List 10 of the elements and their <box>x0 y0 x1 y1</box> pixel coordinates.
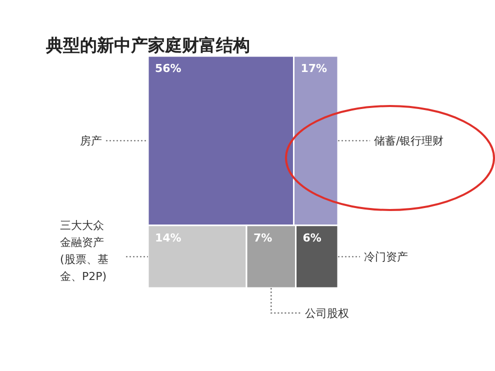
data-label: 17% <box>300 62 328 75</box>
data-label: 56% <box>155 62 182 75</box>
category-label: 房产 <box>80 134 102 148</box>
category-label: 三大大众金融资产(股票、基金、P2P) <box>60 218 110 286</box>
data-label: 6% <box>302 231 322 244</box>
data-label: 7% <box>254 231 272 244</box>
text: 典型的新中产家庭财富结构 <box>46 35 250 57</box>
category-label: 公司股权 <box>305 307 350 320</box>
category-label: 储蓄/银行理财 <box>374 134 444 148</box>
category-label: 冷门资产 <box>364 250 408 264</box>
